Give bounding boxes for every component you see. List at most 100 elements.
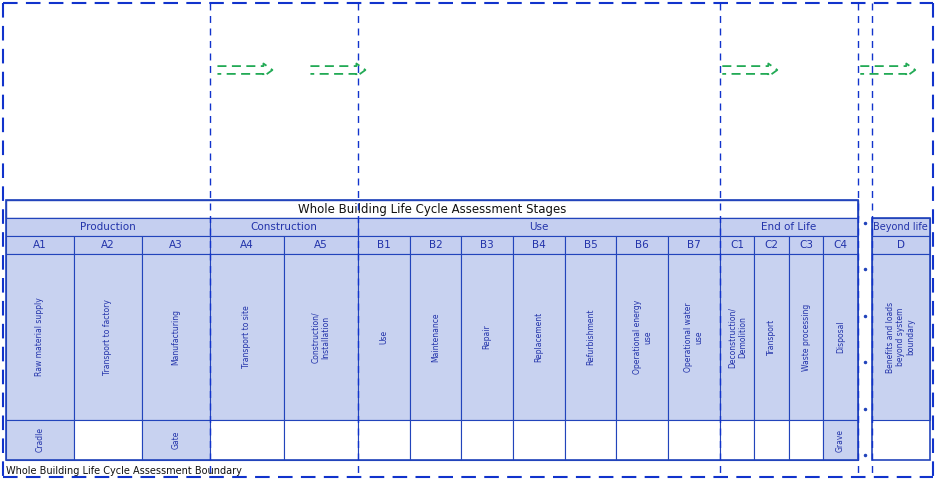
Bar xyxy=(789,420,824,460)
Bar xyxy=(284,236,358,254)
Text: Transport: Transport xyxy=(767,319,776,355)
Bar xyxy=(513,420,564,460)
Text: A1: A1 xyxy=(33,240,47,250)
Bar xyxy=(6,200,857,218)
Text: Deconstruction/
Demolition: Deconstruction/ Demolition xyxy=(727,307,747,368)
Text: B2: B2 xyxy=(429,240,443,250)
Text: Transport to factory: Transport to factory xyxy=(104,299,112,375)
Text: C2: C2 xyxy=(765,240,779,250)
Text: Manufacturing: Manufacturing xyxy=(171,309,181,365)
Text: Gate: Gate xyxy=(171,431,181,449)
Bar xyxy=(210,218,358,236)
Text: Cradle: Cradle xyxy=(36,428,45,453)
Bar xyxy=(284,254,358,420)
Text: Repair: Repair xyxy=(483,324,491,349)
Bar xyxy=(668,420,720,460)
Bar xyxy=(871,218,929,460)
Text: Waste processing: Waste processing xyxy=(801,303,811,371)
Text: Refurbishment: Refurbishment xyxy=(586,309,595,365)
Bar xyxy=(284,420,358,460)
Text: A4: A4 xyxy=(240,240,254,250)
Text: Use: Use xyxy=(529,222,548,232)
Bar xyxy=(754,254,789,420)
Bar xyxy=(142,254,210,420)
Bar xyxy=(142,420,210,460)
Bar xyxy=(6,254,74,420)
Bar xyxy=(6,236,74,254)
Text: D: D xyxy=(897,240,905,250)
Bar xyxy=(358,236,410,254)
Text: Disposal: Disposal xyxy=(836,321,845,353)
Text: C4: C4 xyxy=(834,240,847,250)
Bar xyxy=(617,254,668,420)
Bar xyxy=(871,254,929,420)
Bar xyxy=(74,254,142,420)
Text: Construction: Construction xyxy=(251,222,317,232)
Bar xyxy=(210,420,284,460)
Text: A2: A2 xyxy=(101,240,115,250)
Text: End of Life: End of Life xyxy=(761,222,816,232)
Bar xyxy=(210,254,284,420)
Text: C3: C3 xyxy=(799,240,813,250)
Bar xyxy=(668,236,720,254)
Text: Whole Building Life Cycle Assessment Stages: Whole Building Life Cycle Assessment Sta… xyxy=(298,203,566,216)
Bar xyxy=(513,236,564,254)
Text: Transport to site: Transport to site xyxy=(242,306,252,368)
Bar xyxy=(720,254,754,420)
Bar xyxy=(824,254,857,420)
Bar xyxy=(6,218,210,236)
Bar xyxy=(789,236,824,254)
Text: Use: Use xyxy=(379,330,388,344)
Text: B4: B4 xyxy=(532,240,546,250)
Bar xyxy=(142,236,210,254)
Bar xyxy=(617,420,668,460)
Bar xyxy=(6,200,857,460)
Bar xyxy=(789,254,824,420)
Bar xyxy=(6,420,74,460)
Bar xyxy=(871,218,929,236)
Text: Replacement: Replacement xyxy=(534,312,544,362)
Bar xyxy=(617,236,668,254)
Bar xyxy=(410,420,461,460)
Bar xyxy=(871,236,929,254)
Bar xyxy=(210,236,284,254)
Bar xyxy=(564,420,617,460)
Bar xyxy=(720,218,857,236)
Text: B6: B6 xyxy=(636,240,650,250)
Bar xyxy=(74,236,142,254)
Text: B5: B5 xyxy=(584,240,597,250)
Text: Production: Production xyxy=(80,222,136,232)
Bar xyxy=(461,236,513,254)
Text: Whole Building Life Cycle Assessment Boundary: Whole Building Life Cycle Assessment Bou… xyxy=(6,466,241,476)
Text: A5: A5 xyxy=(314,240,328,250)
Bar xyxy=(461,254,513,420)
Bar xyxy=(564,236,617,254)
Text: Construction/
Installation: Construction/ Installation xyxy=(311,311,330,363)
Bar xyxy=(513,254,564,420)
Bar xyxy=(824,420,857,460)
Text: Maintenance: Maintenance xyxy=(431,312,440,362)
Text: B1: B1 xyxy=(377,240,390,250)
Bar xyxy=(461,420,513,460)
Bar xyxy=(668,254,720,420)
Text: B7: B7 xyxy=(687,240,701,250)
Text: Raw material supply: Raw material supply xyxy=(36,298,45,376)
Bar xyxy=(358,420,410,460)
Text: Grave: Grave xyxy=(836,429,845,452)
Bar xyxy=(358,218,720,236)
Text: C1: C1 xyxy=(730,240,744,250)
Bar xyxy=(74,420,142,460)
Text: Operational energy
use: Operational energy use xyxy=(633,300,652,374)
Bar xyxy=(754,420,789,460)
Text: B3: B3 xyxy=(480,240,494,250)
Text: Beyond life: Beyond life xyxy=(873,222,929,232)
Bar xyxy=(754,236,789,254)
Bar xyxy=(410,254,461,420)
Bar xyxy=(410,236,461,254)
Bar xyxy=(720,236,754,254)
Bar xyxy=(358,254,410,420)
Text: A3: A3 xyxy=(169,240,183,250)
Bar xyxy=(720,420,754,460)
Text: Benefits and loads
beyond system
boundary: Benefits and loads beyond system boundar… xyxy=(885,301,915,372)
Bar xyxy=(824,236,857,254)
